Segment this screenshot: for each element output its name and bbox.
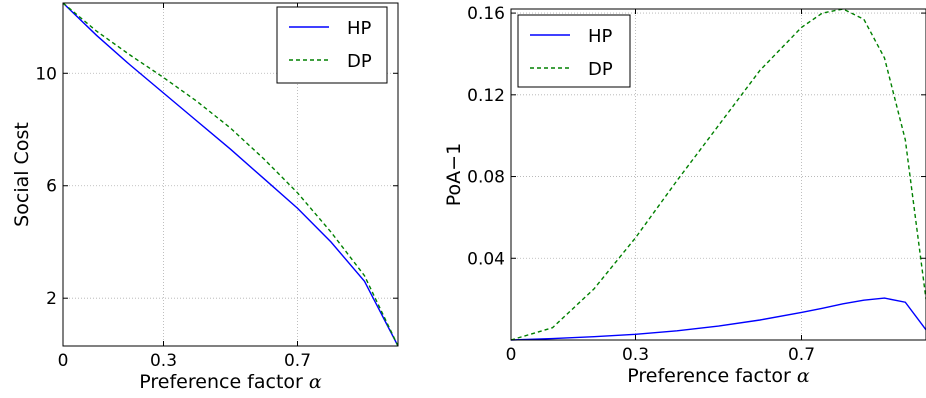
x-tick-label: 0.7 <box>284 351 311 371</box>
series-line-dp <box>62 2 399 347</box>
x-axis-label: Preference factor α <box>139 371 322 393</box>
plot-frame <box>510 8 926 341</box>
x-tick-label: 0 <box>506 345 517 365</box>
x-tick-label: 0.7 <box>788 345 815 365</box>
x-tick-label: 0.3 <box>622 345 649 365</box>
x-axis-label: Preference factor α <box>627 365 810 387</box>
series-line-hp <box>510 297 926 341</box>
x-axis-label-text: Preference factor <box>139 371 309 393</box>
legend-label-hp: HP <box>347 18 372 39</box>
poa-chart: 0 0.3 0.7 0.04 0.08 0.12 0.16 Preference factor… <box>443 4 926 387</box>
social-cost-chart: 0 0.3 0.7 2 6 10 Preference factor α Social Cos… <box>11 2 399 393</box>
legend-box <box>517 14 631 88</box>
series-line-hp <box>62 2 399 347</box>
y-tick-label: 6 <box>46 177 57 197</box>
legend-box <box>276 6 388 84</box>
legend-label-dp: DP <box>347 51 372 72</box>
y-axis-label: PoA−1 <box>443 143 465 206</box>
y-tick-label: 0.08 <box>467 168 505 188</box>
y-tick-label: 0.12 <box>467 86 505 106</box>
x-tick-label: 0.3 <box>150 351 177 371</box>
x-tick-label: 0 <box>58 351 69 371</box>
y-axis-label: Social Cost <box>11 122 33 227</box>
series-line-dp <box>510 8 926 341</box>
y-tick-label: 2 <box>46 289 57 309</box>
alpha-symbol: α <box>797 365 810 387</box>
alpha-symbol: α <box>309 371 322 393</box>
legend-label-hp: HP <box>588 26 613 47</box>
y-tick-label: 10 <box>35 64 57 84</box>
y-tick-label: 0.16 <box>467 4 505 24</box>
plot-frame <box>62 2 399 347</box>
x-axis-label-text: Preference factor <box>627 365 797 387</box>
y-tick-label: 0.04 <box>467 249 505 269</box>
legend-label-dp: DP <box>588 59 613 80</box>
